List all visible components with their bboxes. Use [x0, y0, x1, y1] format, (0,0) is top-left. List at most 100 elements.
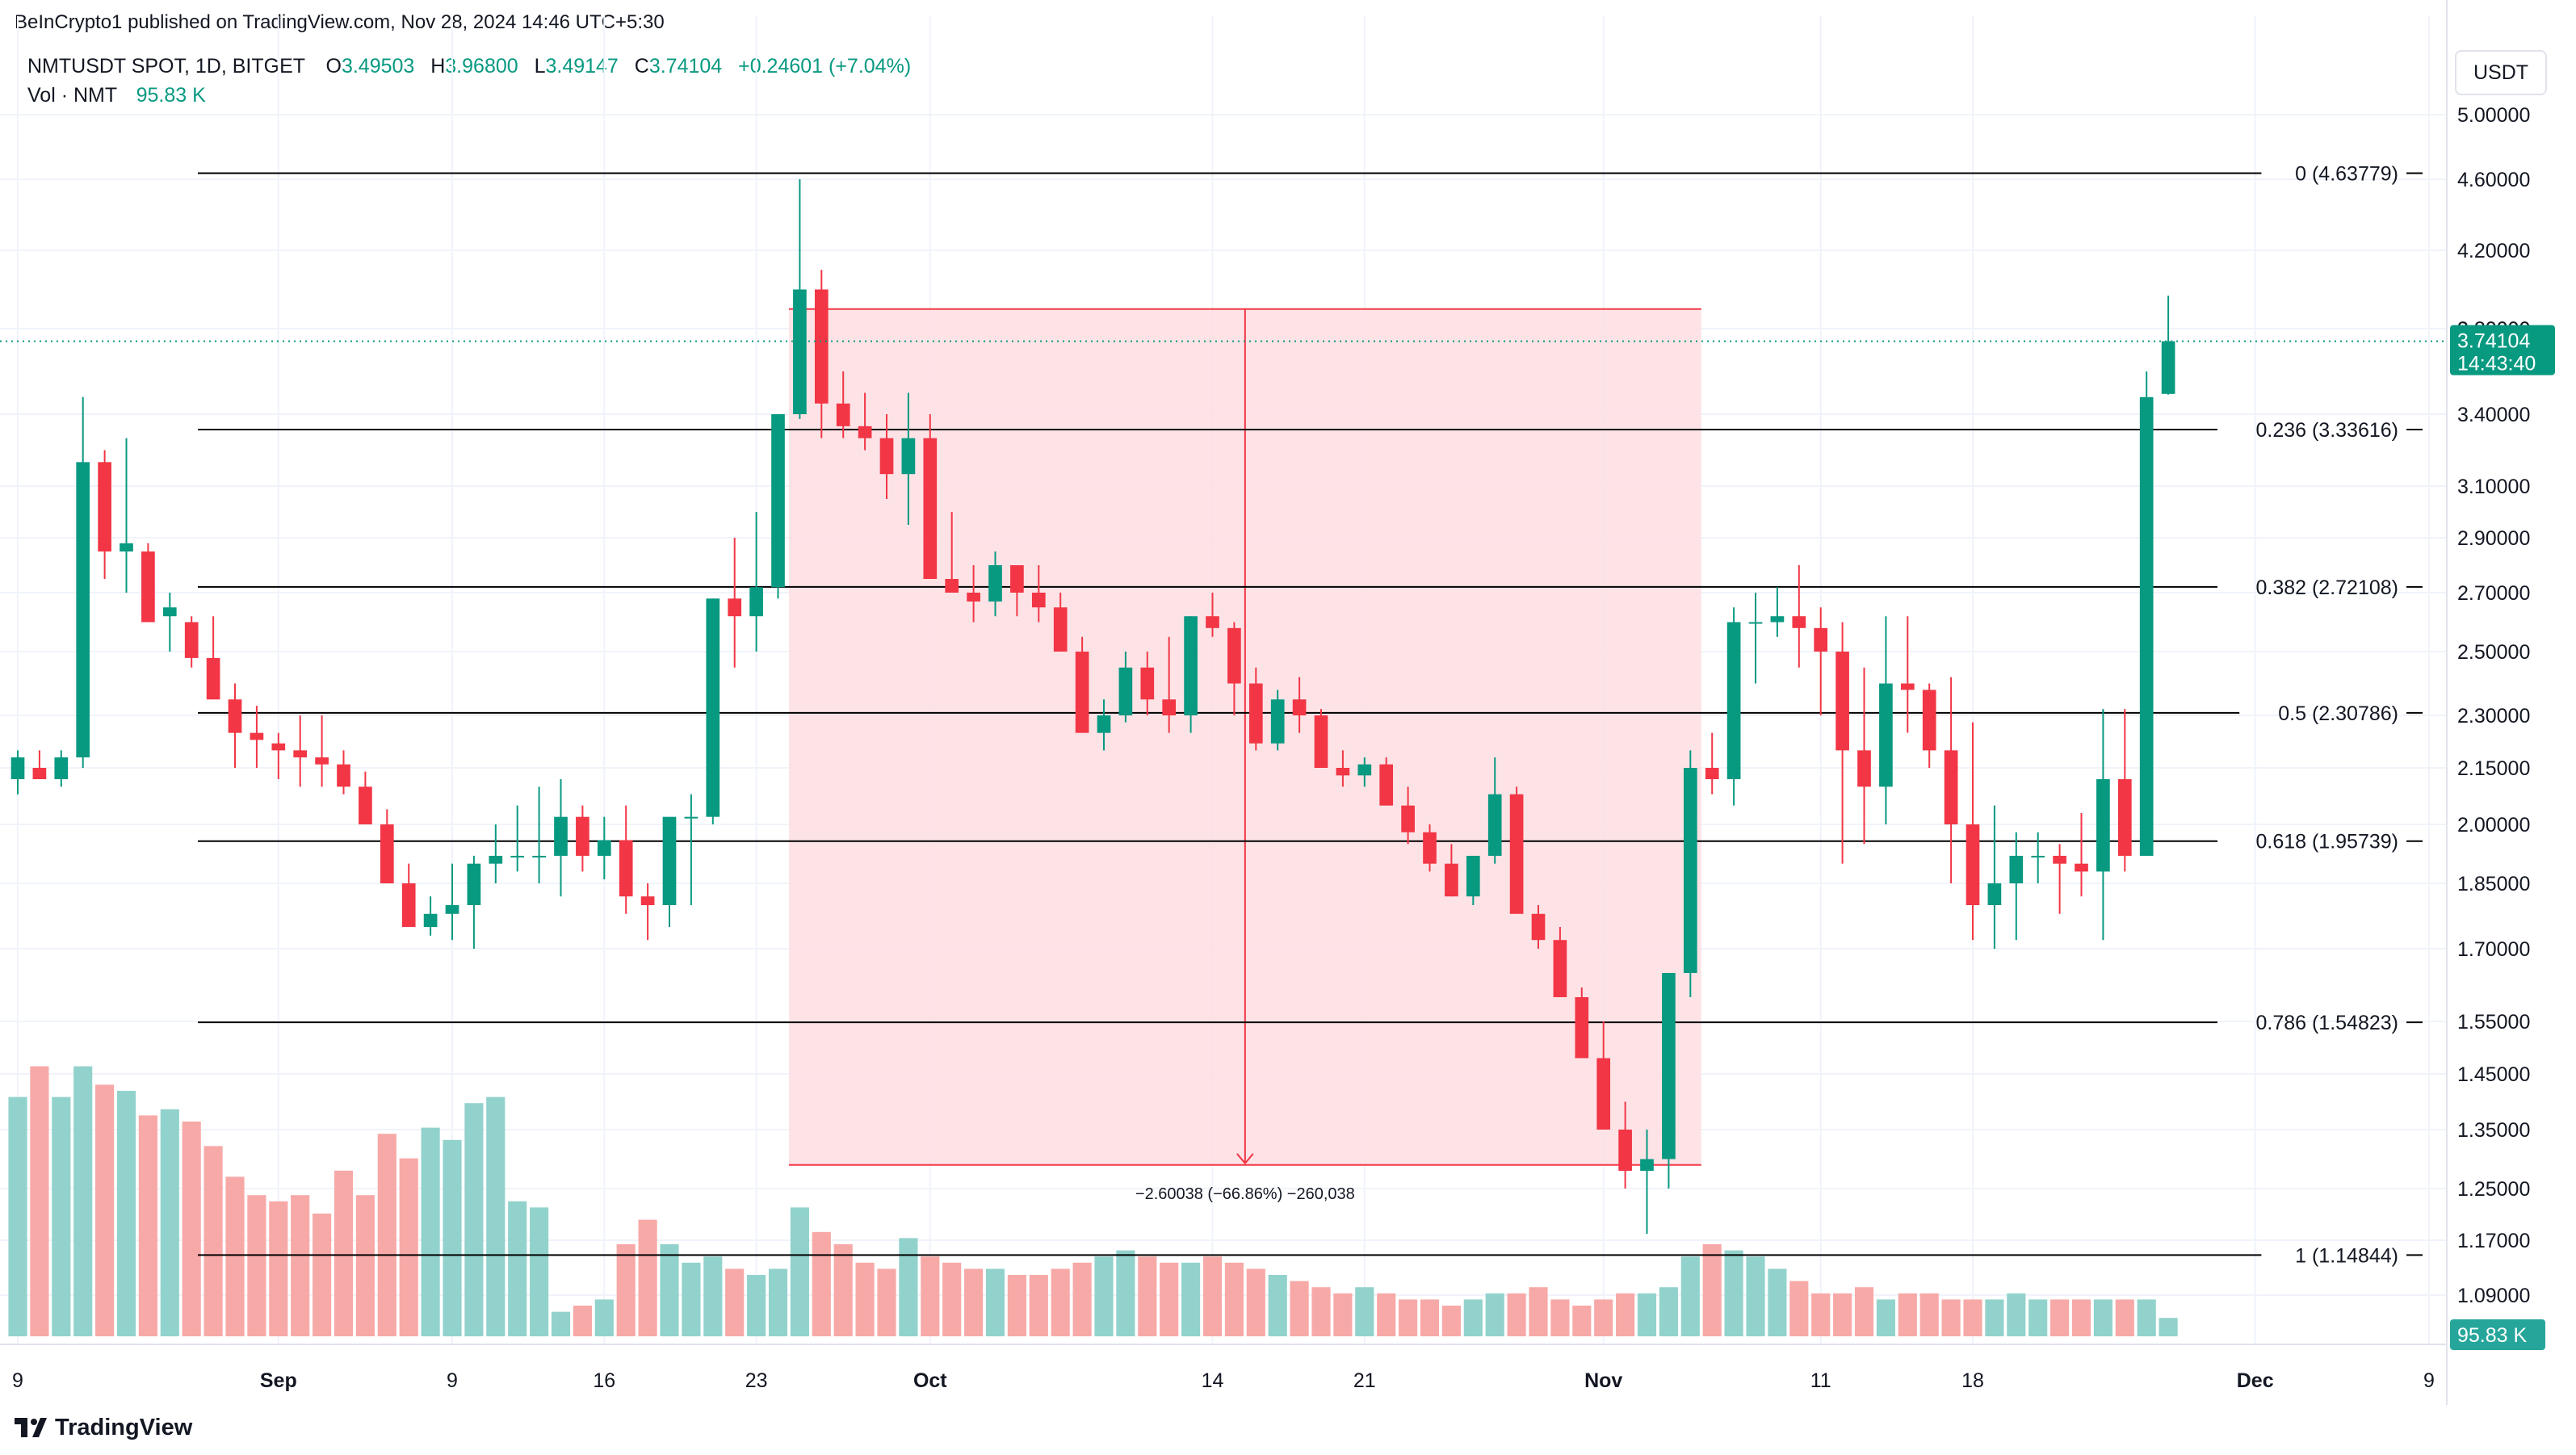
time-tick-label: 11: [1810, 1369, 1831, 1392]
volume-bar: [2007, 1293, 2026, 1336]
candle-body: [162, 607, 177, 617]
time-tick-label: 9: [2423, 1369, 2435, 1392]
volume-bar: [508, 1201, 527, 1336]
volume-bar: [160, 1109, 179, 1336]
low-value: 3.49147: [545, 55, 619, 78]
volume-bars: [8, 1066, 2178, 1336]
candle-body: [1857, 750, 1871, 787]
volume-bar: [95, 1084, 115, 1336]
candle-body: [988, 565, 1002, 602]
volume-bar: [551, 1311, 571, 1336]
volume-bar: [464, 1103, 484, 1336]
volume-bar: [812, 1231, 831, 1336]
candle-body: [271, 743, 286, 751]
candle-body: [98, 462, 111, 551]
volume-bar: [182, 1122, 201, 1336]
volume-bar: [747, 1275, 766, 1336]
volume-bar: [899, 1238, 918, 1336]
price-tick-label: 1.35000: [2457, 1119, 2530, 1142]
candle-body: [1336, 768, 1350, 776]
candle-body: [1509, 794, 1524, 914]
candle-body: [1662, 973, 1676, 1159]
candle-body: [293, 750, 308, 757]
price-tick-label: 4.60000: [2457, 169, 2530, 191]
candle-body: [337, 764, 350, 787]
close-value: 3.74104: [648, 55, 723, 78]
volume-bar: [73, 1066, 93, 1336]
price-tick-label: 3.40000: [2457, 404, 2530, 426]
volume-bar: [1377, 1293, 1396, 1336]
volume-bar: [768, 1268, 788, 1336]
volume-bar: [8, 1096, 27, 1336]
time-axis: 9 Sep 9 16 23 Oct 14 21 Nov 11 18 Dec 9: [12, 1369, 2435, 1392]
price-tick-label: 1.17000: [2457, 1230, 2530, 1252]
candle-body: [1292, 699, 1307, 715]
candle-body: [1748, 622, 1763, 624]
candle-body: [1445, 863, 1458, 897]
candle-body: [228, 699, 242, 733]
price-tick-label: 1.70000: [2457, 938, 2530, 961]
candle-body: [945, 579, 959, 593]
candle-body: [2161, 341, 2175, 394]
volume-bar: [964, 1268, 984, 1336]
volume-label[interactable]: Vol · NMT: [27, 84, 117, 107]
volume-bar: [2028, 1299, 2048, 1336]
volume-bar: [2071, 1299, 2091, 1336]
price-range-arrow-head: [1236, 1153, 1254, 1165]
time-tick-label: 16: [593, 1369, 615, 1392]
candle-body: [1531, 913, 1546, 941]
volume-bar: [1680, 1256, 1700, 1336]
symbol-name[interactable]: NMTUSDT SPOT, 1D, BITGET: [27, 55, 305, 78]
volume-bar: [399, 1158, 418, 1336]
volume-bar: [1985, 1299, 2004, 1336]
volume-bar: [1659, 1287, 1678, 1336]
candle-body: [901, 438, 916, 475]
candle-body: [315, 757, 329, 765]
candle-body: [1726, 622, 1741, 779]
volume-bar: [855, 1262, 875, 1336]
candle-body: [1987, 883, 2002, 905]
price-tick-label: 2.15000: [2457, 757, 2530, 780]
candle-body: [380, 824, 394, 883]
volume-bar: [1094, 1256, 1114, 1336]
volume-bar: [1724, 1250, 1743, 1336]
volume-bar: [443, 1139, 462, 1336]
candle-body: [1227, 627, 1241, 684]
candle-body: [141, 551, 155, 623]
time-tick-label: Dec: [2237, 1369, 2274, 1392]
volume-bar: [1616, 1293, 1635, 1336]
volume-bar: [291, 1195, 310, 1336]
volume-bar: [877, 1268, 896, 1336]
price-tick-label: 1.55000: [2457, 1011, 2530, 1034]
volume-bar: [30, 1066, 49, 1336]
volume-bar: [638, 1219, 657, 1336]
price-tick-label: 2.70000: [2457, 582, 2530, 605]
volume-bar: [225, 1176, 245, 1336]
time-tick-label: Oct: [913, 1369, 947, 1392]
volume-bar: [573, 1306, 592, 1336]
candle-body: [1814, 627, 1828, 652]
candle-body: [836, 403, 850, 426]
candle-body: [684, 816, 699, 819]
time-tick-label: Sep: [260, 1369, 297, 1392]
currency-selector[interactable]: USDT: [2455, 50, 2547, 95]
candle-body: [1836, 652, 1849, 751]
high-label: H: [430, 55, 446, 78]
candle-body: [1423, 832, 1437, 864]
time-tick-label: 21: [1353, 1369, 1376, 1392]
candle-body: [250, 732, 264, 740]
volume-bar: [1333, 1293, 1353, 1336]
volume-bar: [52, 1096, 71, 1336]
candle-body: [662, 816, 677, 905]
fib-level-label: 0.5 (2.30786): [2278, 702, 2398, 725]
volume-bar: [1463, 1299, 1483, 1336]
candle-body: [1140, 667, 1155, 700]
candle-body: [1031, 593, 1046, 608]
last-volume-badge: [2450, 1319, 2545, 1350]
volume-bar: [1399, 1299, 1418, 1336]
volume-bar: [594, 1299, 614, 1336]
volume-bar: [1160, 1262, 1179, 1336]
volume-bar: [1246, 1268, 1265, 1336]
